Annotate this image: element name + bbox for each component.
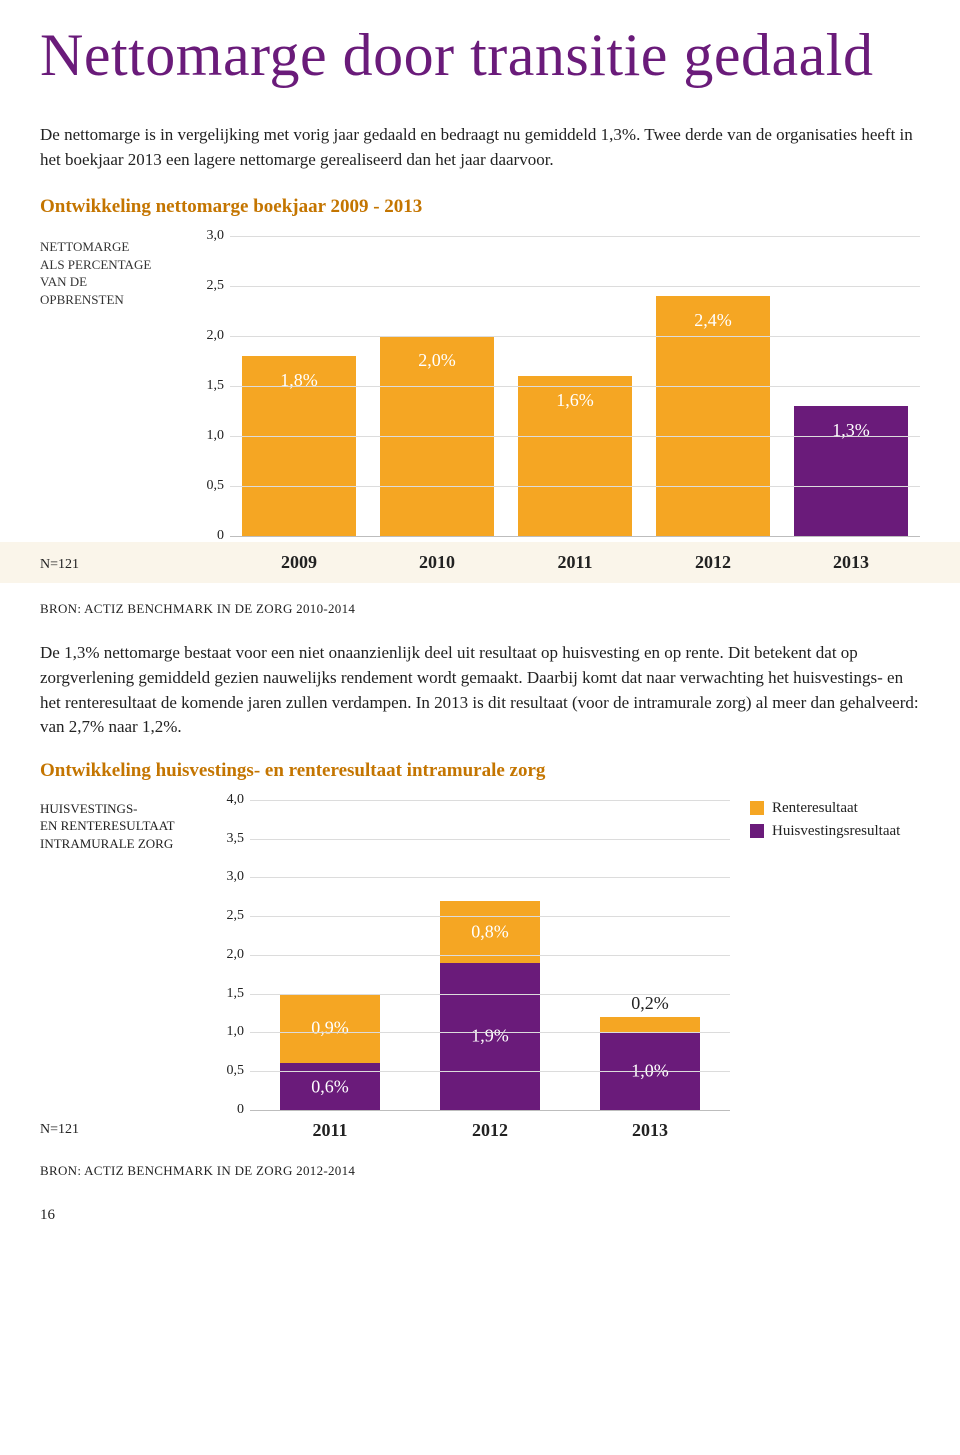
chart2-legend: Renteresultaat Huisvestingsresultaat bbox=[730, 800, 920, 846]
segment-label: 0,8% bbox=[440, 921, 539, 942]
yaxis-label-line: ALS PERCENTAGE bbox=[40, 256, 180, 274]
yaxis-label-line: INTRAMURALE ZORG bbox=[40, 835, 200, 853]
bar-value-label: 1,6% bbox=[518, 390, 631, 411]
chart1-yticks: 3,02,52,01,51,00,50 bbox=[190, 236, 230, 536]
yaxis-label-line: NETTOMARGE bbox=[40, 238, 180, 256]
ytick: 1,5 bbox=[207, 378, 225, 394]
page-title: Nettomarge door transitie gedaald bbox=[40, 24, 920, 87]
stacked-bar: 1,0%0,2% bbox=[600, 1017, 699, 1110]
bar-value-label: 1,3% bbox=[794, 420, 907, 441]
xaxis-label: 2011 bbox=[250, 1120, 410, 1141]
ytick: 0 bbox=[217, 528, 224, 544]
ytick: 2,0 bbox=[207, 328, 225, 344]
bar-value-label: 1,8% bbox=[242, 370, 355, 391]
chart1-xaxis-band: N=121 20092010201120122013 bbox=[0, 542, 960, 583]
ytick: 1,0 bbox=[227, 1024, 245, 1040]
intro-paragraph: De nettomarge is in vergelijking met vor… bbox=[40, 123, 920, 172]
yaxis-label-line: VAN DE bbox=[40, 273, 180, 291]
ytick: 2,0 bbox=[227, 947, 245, 963]
chart2-title: Ontwikkeling huisvestings- en renteresul… bbox=[40, 760, 920, 782]
segment-label: 0,6% bbox=[280, 1076, 379, 1097]
chart2-yticks: 4,03,53,02,52,01,51,00,50 bbox=[210, 800, 250, 1110]
xaxis-label: 2011 bbox=[506, 552, 644, 573]
chart1-title: Ontwikkeling nettomarge boekjaar 2009 - … bbox=[40, 196, 920, 218]
bar: 1,6% bbox=[518, 376, 631, 536]
legend-swatch bbox=[750, 801, 764, 815]
ytick: 0,5 bbox=[227, 1063, 245, 1079]
bar-segment-huisvesting: 1,9% bbox=[440, 963, 539, 1110]
legend-item: Huisvestingsresultaat bbox=[750, 823, 920, 840]
yaxis-label-line: OPBRENSTEN bbox=[40, 291, 180, 309]
xaxis-label: 2013 bbox=[570, 1120, 730, 1141]
chart1-n-label: N=121 bbox=[40, 557, 190, 573]
ytick: 4,0 bbox=[227, 792, 245, 808]
body-paragraph: De 1,3% nettomarge bestaat voor een niet… bbox=[40, 641, 920, 740]
page-number: 16 bbox=[40, 1207, 920, 1224]
bar-segment-rente: 0,2% bbox=[600, 1017, 699, 1033]
bar-value-label: 2,0% bbox=[380, 350, 493, 371]
bar: 2,4% bbox=[656, 296, 769, 536]
bar-segment-rente: 0,9% bbox=[280, 994, 379, 1064]
xaxis-label: 2009 bbox=[230, 552, 368, 573]
xaxis-label: 2012 bbox=[644, 552, 782, 573]
yaxis-label-line: HUISVESTINGS- bbox=[40, 800, 200, 818]
ytick: 1,0 bbox=[207, 428, 225, 444]
bar-value-label: 2,4% bbox=[656, 310, 769, 331]
chart1-xaxis: 20092010201120122013 bbox=[230, 552, 920, 573]
segment-label: 0,9% bbox=[280, 1018, 379, 1039]
xaxis-label: 2013 bbox=[782, 552, 920, 573]
ytick: 2,5 bbox=[227, 908, 245, 924]
stacked-bar: 0,6% 0,9% bbox=[280, 994, 379, 1110]
chart1-plot: 1,8% 2,0% 1,6% 2,4% 1,3% bbox=[230, 236, 920, 536]
chart2-plot: 0,6% 0,9% 1,9% 0,8% 1,0%0,2% bbox=[250, 800, 730, 1110]
chart2-xaxis: N=121 201120122013 bbox=[40, 1120, 730, 1141]
ytick: 2,5 bbox=[207, 278, 225, 294]
stacked-bar: 1,9% 0,8% bbox=[440, 901, 539, 1110]
legend-label: Huisvestingsresultaat bbox=[772, 823, 900, 840]
ytick: 0 bbox=[237, 1102, 244, 1118]
chart1-yaxis-label: NETTOMARGE ALS PERCENTAGE VAN DE OPBRENS… bbox=[40, 236, 190, 308]
chart2: HUISVESTINGS- EN RENTERESULTAAT INTRAMUR… bbox=[40, 800, 920, 1141]
ytick: 3,0 bbox=[207, 228, 225, 244]
chart1-source: BRON: ACTIZ BENCHMARK IN DE ZORG 2010-20… bbox=[40, 601, 920, 617]
xaxis-label: 2010 bbox=[368, 552, 506, 573]
ytick: 0,5 bbox=[207, 478, 225, 494]
legend-item: Renteresultaat bbox=[750, 800, 920, 817]
bar: 1,8% bbox=[242, 356, 355, 536]
legend-label: Renteresultaat bbox=[772, 800, 858, 817]
chart2-yaxis-label: HUISVESTINGS- EN RENTERESULTAAT INTRAMUR… bbox=[40, 800, 210, 853]
bar-segment-rente: 0,8% bbox=[440, 901, 539, 963]
xaxis-label: 2012 bbox=[410, 1120, 570, 1141]
ytick: 3,5 bbox=[227, 831, 245, 847]
yaxis-label-line: EN RENTERESULTAAT bbox=[40, 817, 200, 835]
chart2-source: BRON: ACTIZ BENCHMARK IN DE ZORG 2012-20… bbox=[40, 1163, 920, 1179]
chart2-n-label: N=121 bbox=[40, 1122, 79, 1137]
ytick: 3,0 bbox=[227, 869, 245, 885]
segment-label: 0,2% bbox=[600, 993, 699, 1014]
bar: 1,3% bbox=[794, 406, 907, 536]
legend-swatch bbox=[750, 824, 764, 838]
ytick: 1,5 bbox=[227, 986, 245, 1002]
segment-label: 1,9% bbox=[440, 1026, 539, 1047]
chart1: NETTOMARGE ALS PERCENTAGE VAN DE OPBRENS… bbox=[40, 236, 920, 536]
